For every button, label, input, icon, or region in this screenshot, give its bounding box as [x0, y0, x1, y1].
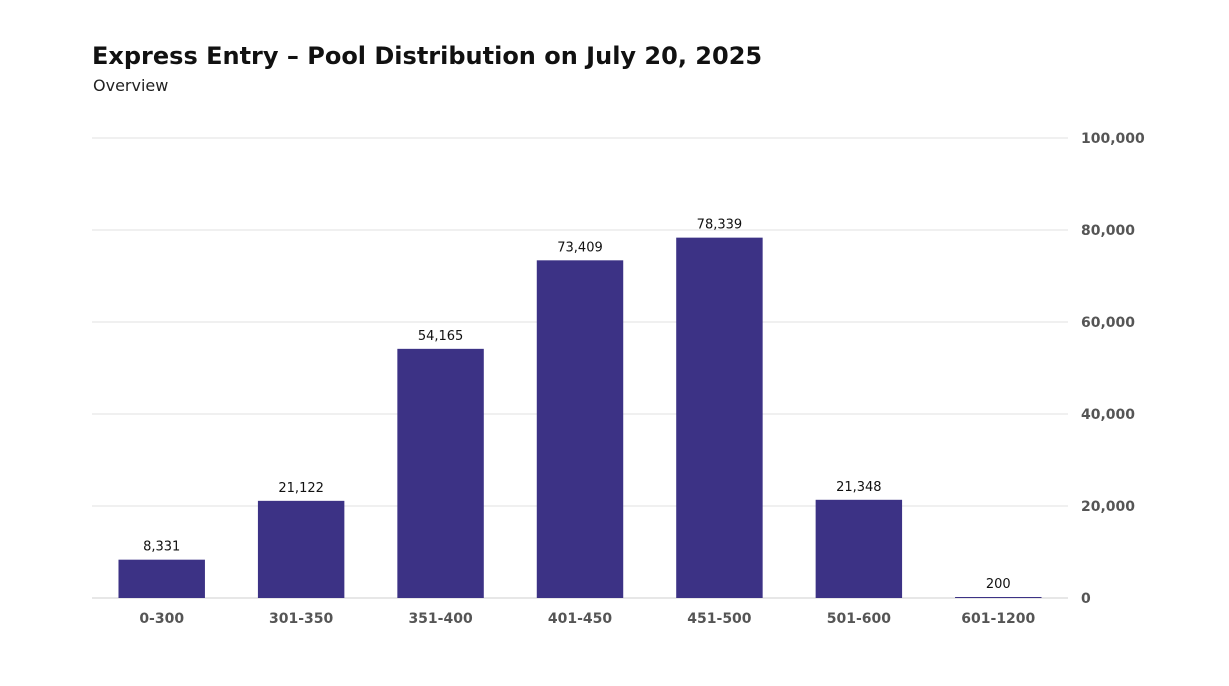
- bar-401-450: [536, 260, 624, 598]
- data-label: 54,165: [418, 329, 464, 344]
- y-tick-label: 0: [1081, 591, 1091, 607]
- chart-title: Express Entry – Pool Distribution on Jul…: [92, 42, 763, 70]
- y-tick-label: 60,000: [1081, 315, 1135, 331]
- bars: [118, 237, 1042, 598]
- data-label: 21,348: [836, 480, 882, 495]
- x-tick-label: 401-450: [548, 611, 613, 627]
- y-tick-label: 20,000: [1081, 499, 1135, 515]
- chart-subtitle: Overview: [93, 76, 169, 95]
- x-tick-label: 301-350: [269, 611, 334, 627]
- x-tick-label: 601-1200: [961, 611, 1035, 627]
- bar-351-400: [397, 348, 484, 598]
- bar-601-1200: [955, 597, 1042, 598]
- data-label: 73,409: [557, 240, 603, 255]
- data-labels: 8,331 21,122 54,165 73,409 78,339 21,348 200: [143, 218, 1011, 592]
- data-label: 78,339: [697, 218, 743, 233]
- data-label: 21,122: [278, 481, 324, 496]
- y-axis: 0 20,000 40,000 60,000 80,000 100,000: [1081, 131, 1145, 607]
- bar-0-300: [118, 559, 205, 598]
- x-tick-label: 0-300: [139, 611, 184, 627]
- y-tick-label: 80,000: [1081, 223, 1135, 239]
- x-tick-label: 351-400: [408, 611, 473, 627]
- bar-501-600: [815, 499, 903, 598]
- y-tick-label: 100,000: [1081, 131, 1145, 147]
- data-label: 8,331: [143, 540, 180, 555]
- bar-451-500: [676, 237, 763, 598]
- x-tick-label: 501-600: [827, 611, 892, 627]
- bar-301-350: [257, 500, 345, 598]
- y-tick-label: 40,000: [1081, 407, 1135, 423]
- x-tick-label: 451-500: [687, 611, 752, 627]
- x-axis: 0-300 301-350 351-400 401-450 451-500 501-600…: [139, 611, 1035, 627]
- data-label: 200: [986, 577, 1011, 592]
